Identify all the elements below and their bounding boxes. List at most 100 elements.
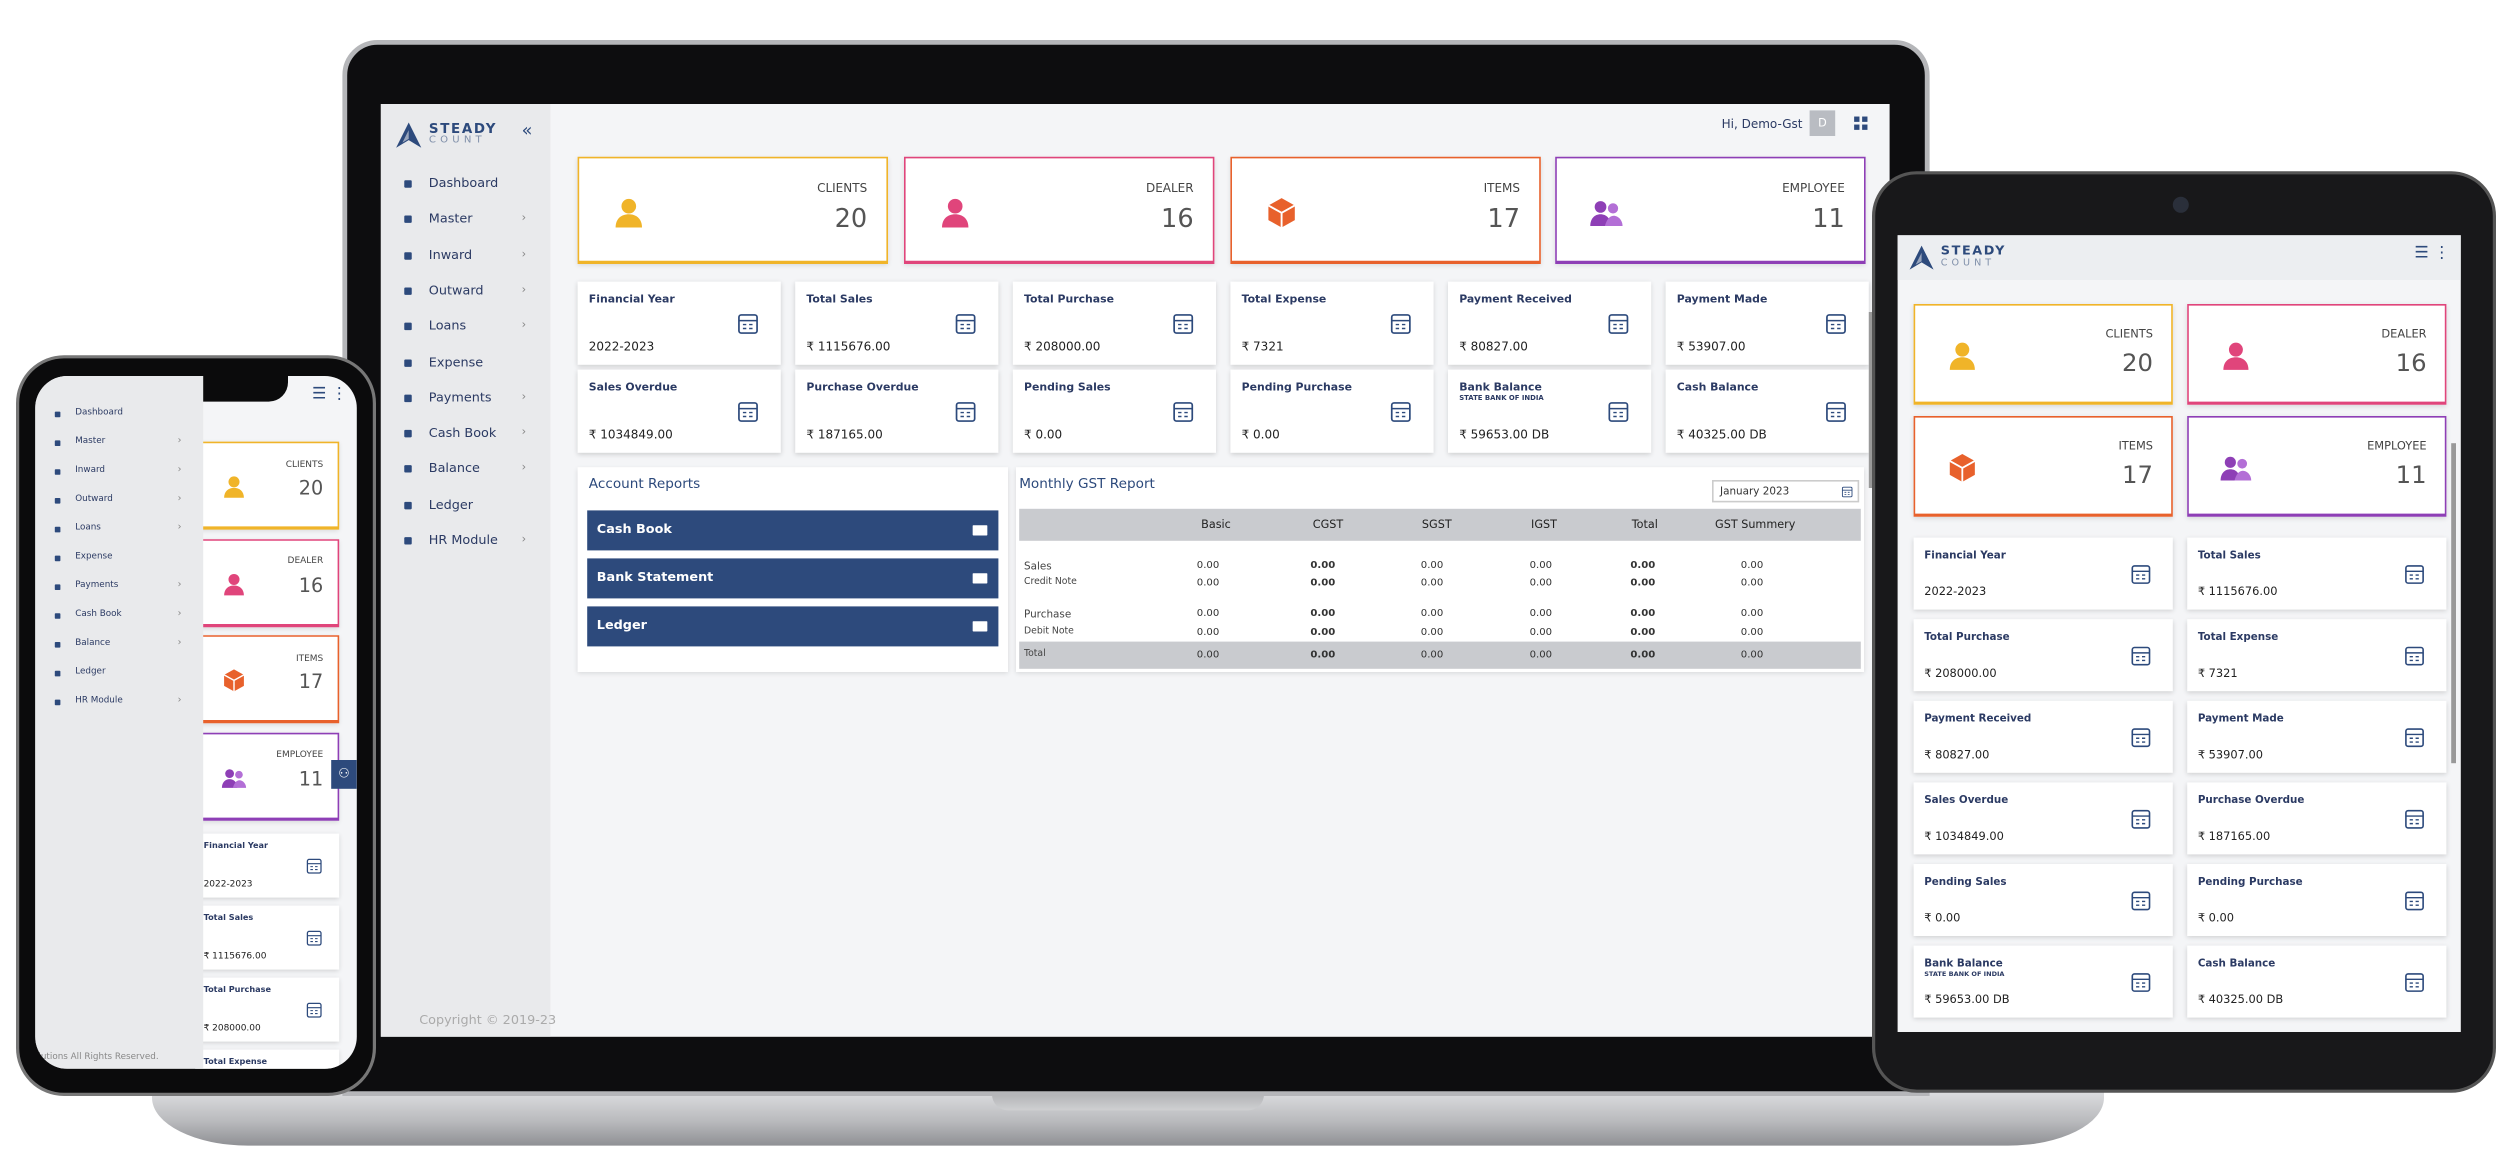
summary-value: 20 [2122, 348, 2153, 377]
nav-item[interactable]: Payments [75, 580, 119, 591]
summary-value: 16 [1161, 203, 1194, 234]
stat-card: Sales Overdue ₹ 1034849.00 [577, 369, 781, 453]
nav-item[interactable]: Expense [75, 552, 113, 562]
nav-item[interactable]: HR Module [428, 532, 498, 548]
apps-button-shape [1862, 116, 1868, 122]
stat-label: Total Purchase [1024, 292, 1114, 306]
nav-item[interactable]: Balance [428, 461, 480, 476]
summary-label: DEALER [1145, 180, 1194, 196]
nav-icon [402, 392, 415, 405]
stat-icon [734, 398, 761, 425]
stat-value: ₹ 59653.00 DB [1924, 992, 2010, 1007]
stat-label: Total Sales [203, 914, 254, 924]
logo-sub: COUNT [428, 135, 486, 147]
stat-icon-shape [1390, 402, 1411, 422]
stat-card: Payment Made ₹ 53907.00 [1665, 281, 1869, 365]
stat-icon-shape [2405, 972, 2425, 992]
nav-item[interactable]: Dashboard [428, 176, 499, 191]
stat-label: Total Sales [2197, 548, 2261, 562]
stat-icon-shape [738, 402, 758, 422]
stat-icon-shape [307, 1002, 323, 1018]
stat-icon-shape [2405, 809, 2425, 829]
summary-icon [1589, 194, 1624, 229]
row-label: Sales [1024, 560, 1052, 573]
stat-value: ₹ 7321 [2197, 666, 2238, 681]
nav-icon [402, 356, 415, 369]
summary-icon [221, 764, 247, 790]
phone-menu-button[interactable]: ☰ ⋮ [312, 385, 348, 404]
row-label: Purchase [1024, 608, 1072, 621]
stat-icon-shape [307, 863, 322, 871]
summary-icon-shape [2223, 357, 2249, 370]
stat-icon [2402, 561, 2428, 587]
stat-card: Total Purchase ₹ 208000.00 [1913, 619, 2173, 692]
nav-item[interactable]: Inward [428, 247, 473, 262]
nav-icon [53, 582, 63, 592]
nav-item[interactable]: Cash Book [428, 425, 497, 441]
stat-label: Financial Year [1924, 548, 2006, 562]
summary-card: ITEMS 17 [1230, 156, 1541, 264]
stat-value: ₹ 208000.00 [1924, 666, 1997, 681]
nav-item[interactable]: Cash Book [75, 609, 122, 620]
report-button-icon [971, 522, 989, 540]
stat-icon [1822, 398, 1849, 425]
logo-mark-shape [396, 122, 422, 148]
report-button[interactable]: Cash Book [587, 510, 999, 551]
stat-icon-shape [2406, 978, 2424, 988]
nav-item[interactable]: Ledger [75, 667, 106, 677]
nav-item[interactable]: Master [75, 436, 106, 447]
stat-icon-shape [2405, 564, 2425, 584]
stat-icon [1605, 310, 1632, 337]
nav-item[interactable]: Balance [75, 638, 111, 648]
tablet-menu-button[interactable]: ☰ ⋮ [2414, 244, 2450, 263]
nav-item[interactable]: HR Module [75, 696, 123, 706]
month-picker[interactable]: January 2023 [1712, 480, 1860, 503]
summary-icon-shape [621, 198, 637, 213]
nav-item[interactable]: Ledger [428, 497, 473, 512]
chat-button[interactable]: ⚇ [331, 760, 357, 789]
cell-value: 0.00 [1740, 649, 1764, 661]
cell-value: 0.00 [1630, 608, 1656, 620]
stat-icon [2129, 969, 2155, 995]
summary-label: EMPLOYEE [276, 750, 324, 760]
cell-value: 0.00 [1310, 577, 1336, 589]
cell-value: 0.00 [1630, 577, 1656, 589]
stat-value: ₹ 1034849.00 [588, 427, 673, 442]
cell-value: 0.00 [1196, 560, 1220, 572]
cell-value: 0.00 [1310, 560, 1336, 572]
report-button-icon-shape [972, 621, 988, 632]
nav-item[interactable]: Inward [75, 465, 106, 476]
stat-icon-shape [2405, 728, 2425, 747]
nav-chevron: › [521, 247, 527, 261]
nav-item[interactable]: Outward [428, 283, 484, 298]
table-header [1019, 508, 1861, 541]
stat-icon-shape [2132, 972, 2152, 992]
stat-label: Payment Received [1459, 292, 1572, 306]
nav-icon-shape [54, 642, 61, 648]
stat-card: Cash Balance ₹ 40325.00 DB [2187, 945, 2447, 1018]
nav-chevron: › [521, 318, 527, 332]
nav-chevron: › [521, 532, 527, 546]
nav-item[interactable]: Outward [75, 494, 113, 504]
nav-item[interactable]: Loans [428, 318, 467, 334]
stat-icon-shape [1609, 407, 1628, 418]
nav-item[interactable]: Expense [428, 354, 484, 369]
stat-icon-shape [2133, 815, 2151, 825]
phone-screen: CLIENTS 20 DEALER 16 ITEMS 17 EMPLOYEE 11 Financ… [35, 376, 357, 1069]
nav-item[interactable]: Loans [75, 523, 101, 533]
stat-icon [2129, 806, 2155, 832]
nav-item[interactable]: Dashboard [75, 408, 123, 418]
summary-label: EMPLOYEE [2367, 438, 2427, 454]
report-button[interactable]: Bank Statement [587, 558, 999, 599]
stat-icon-shape [2133, 570, 2151, 580]
nav-item[interactable]: Master [428, 211, 473, 227]
nav-item[interactable]: Payments [428, 390, 492, 405]
report-button[interactable]: Ledger [587, 606, 999, 647]
collapse-button[interactable]: « [521, 120, 533, 141]
cell-value: 0.00 [1740, 608, 1764, 620]
stat-label: Cash Balance [2197, 956, 2276, 970]
stat-icon-shape [2405, 564, 2425, 584]
stat-value: ₹ 80827.00 [1924, 747, 1990, 763]
user-avatar[interactable]: D [1809, 110, 1836, 136]
nav-icon [53, 698, 63, 708]
